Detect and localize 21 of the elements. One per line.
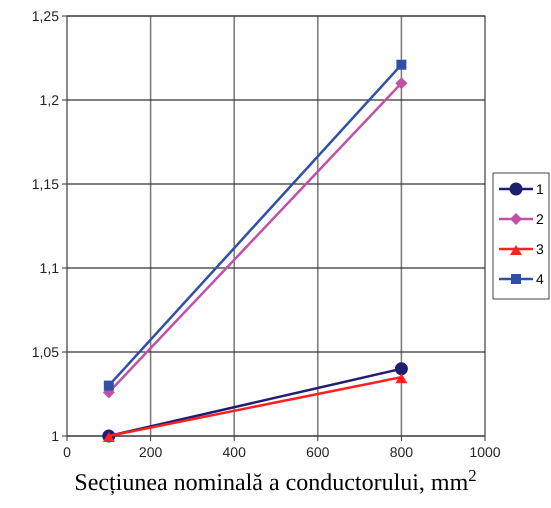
y-tick-label: 1,25 [32, 8, 60, 24]
y-tick-label: 1,05 [32, 344, 60, 360]
y-tick-label: 1,1 [40, 260, 60, 276]
x-tick-label: 0 [63, 444, 72, 460]
legend-label: 3 [536, 241, 544, 257]
x-tick-label: 400 [222, 444, 246, 460]
y-tick-label: 1,2 [40, 92, 60, 108]
legend-label: 2 [536, 211, 544, 227]
point [395, 77, 408, 90]
x-tick-label: 800 [390, 444, 414, 460]
point [104, 380, 114, 391]
y-tick-label: 1,15 [32, 176, 60, 192]
x-tick-label: 600 [306, 444, 330, 460]
legend-label: 1 [536, 181, 544, 197]
point [394, 362, 408, 376]
point [396, 60, 406, 70]
y-tick-label: 1 [51, 428, 60, 444]
legend-label: 4 [536, 271, 544, 287]
x-tick-label: 200 [138, 444, 162, 460]
x-tick-label: 1000 [469, 444, 501, 460]
x-axis-title: Secțiunea nominală a conductorului, mm$^{2}$ [74, 466, 477, 496]
